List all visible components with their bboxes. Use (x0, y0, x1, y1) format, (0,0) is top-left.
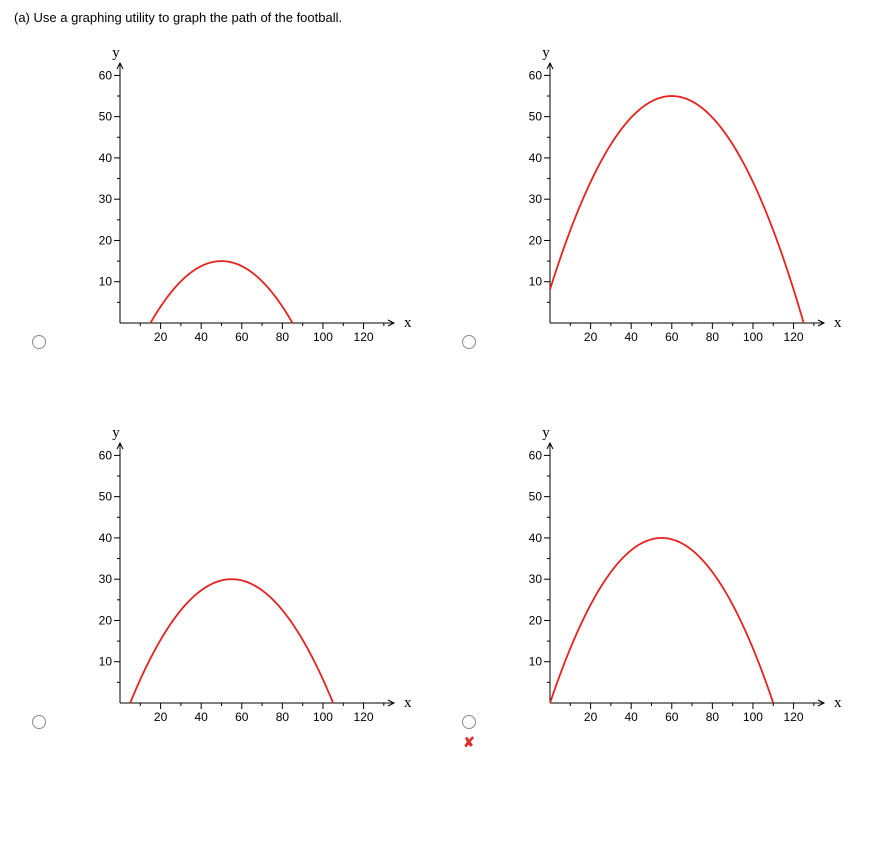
y-axis-label: y (112, 425, 120, 441)
parabola-curve (130, 579, 333, 703)
question-part-label: (a) (14, 10, 30, 25)
x-tick-label: 80 (706, 710, 720, 724)
option-a: 20 40 60 80 100 120 10 20 30 40 50 60 x y (32, 43, 452, 353)
y-tick-label: 30 (529, 572, 543, 586)
option-b-radio[interactable] (462, 335, 476, 349)
x-tick-label: 60 (235, 710, 249, 724)
x-tick-label: 20 (154, 330, 168, 344)
parabola-curve (550, 96, 804, 323)
option-a-chart: 20 40 60 80 100 120 10 20 30 40 50 60 x y (58, 43, 418, 353)
y-tick-label: 10 (529, 275, 543, 289)
y-tick-label: 30 (99, 192, 113, 206)
y-tick-label: 60 (529, 68, 543, 82)
x-tick-label: 120 (784, 710, 804, 724)
parabola-curve (150, 261, 292, 323)
question-text: Use a graphing utility to graph the path… (34, 10, 343, 25)
x-axis-label: x (834, 315, 842, 331)
x-tick-label: 40 (625, 710, 639, 724)
y-tick-label: 20 (529, 233, 543, 247)
x-axis-label: x (404, 695, 412, 711)
y-tick-label: 50 (99, 490, 113, 504)
y-tick-label: 20 (99, 233, 113, 247)
x-tick-label: 120 (354, 330, 374, 344)
x-tick-label: 80 (276, 330, 290, 344)
y-tick-label: 40 (99, 531, 113, 545)
option-c-chart: 20 40 60 80 100 120 10 20 30 40 50 60 x y (58, 423, 418, 733)
y-axis-label: y (542, 425, 550, 441)
x-tick-label: 80 (706, 330, 720, 344)
x-axis-label: x (834, 695, 842, 711)
x-tick-label: 120 (354, 710, 374, 724)
x-tick-label: 100 (313, 330, 333, 344)
question-prompt: (a) Use a graphing utility to graph the … (14, 10, 882, 25)
option-d: ✘ 20 40 60 80 100 120 10 20 30 40 50 60 x y (462, 423, 882, 749)
y-tick-label: 20 (99, 613, 113, 627)
option-c: 20 40 60 80 100 120 10 20 30 40 50 60 x y (32, 423, 452, 749)
options-grid: 20 40 60 80 100 120 10 20 30 40 50 60 x y 20 40 60 80 100… (14, 43, 882, 749)
y-tick-label: 40 (99, 151, 113, 165)
y-tick-label: 10 (99, 655, 113, 669)
y-axis-label: y (112, 45, 120, 61)
x-tick-label: 60 (665, 710, 679, 724)
y-axis-label: y (542, 45, 550, 61)
y-tick-label: 50 (529, 490, 543, 504)
y-tick-label: 60 (99, 68, 113, 82)
y-tick-label: 50 (529, 110, 543, 124)
y-tick-label: 10 (99, 275, 113, 289)
y-tick-label: 50 (99, 110, 113, 124)
x-tick-label: 100 (313, 710, 333, 724)
x-tick-label: 40 (195, 330, 209, 344)
y-tick-label: 40 (529, 531, 543, 545)
option-d-radio[interactable] (462, 715, 476, 729)
x-tick-label: 20 (584, 710, 598, 724)
y-tick-label: 10 (529, 655, 543, 669)
option-b-chart: 20 40 60 80 100 120 10 20 30 40 50 60 x y (488, 43, 848, 353)
x-tick-label: 60 (235, 330, 249, 344)
y-tick-label: 60 (99, 448, 113, 462)
x-tick-label: 80 (276, 710, 290, 724)
x-tick-label: 120 (784, 330, 804, 344)
x-tick-label: 20 (584, 330, 598, 344)
option-a-radio[interactable] (32, 335, 46, 349)
option-b: 20 40 60 80 100 120 10 20 30 40 50 60 x y (462, 43, 882, 353)
x-tick-label: 40 (195, 710, 209, 724)
x-axis-label: x (404, 315, 412, 331)
parabola-curve (550, 538, 773, 703)
x-tick-label: 60 (665, 330, 679, 344)
y-tick-label: 30 (99, 572, 113, 586)
x-tick-label: 100 (743, 710, 763, 724)
option-c-radio[interactable] (32, 715, 46, 729)
y-tick-label: 60 (529, 448, 543, 462)
x-tick-label: 40 (625, 330, 639, 344)
y-tick-label: 20 (529, 613, 543, 627)
x-tick-label: 100 (743, 330, 763, 344)
y-tick-label: 40 (529, 151, 543, 165)
x-tick-label: 20 (154, 710, 168, 724)
wrong-mark-icon: ✘ (463, 735, 475, 749)
y-tick-label: 30 (529, 192, 543, 206)
option-d-chart: 20 40 60 80 100 120 10 20 30 40 50 60 x y (488, 423, 848, 733)
